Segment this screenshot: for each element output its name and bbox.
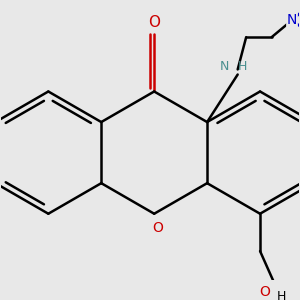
Text: O: O <box>148 15 160 30</box>
Text: O: O <box>152 220 163 235</box>
Text: O: O <box>260 285 270 299</box>
Text: H: H <box>238 60 247 73</box>
Text: N: N <box>287 13 297 27</box>
Text: N: N <box>220 60 229 73</box>
Text: H: H <box>277 290 286 300</box>
